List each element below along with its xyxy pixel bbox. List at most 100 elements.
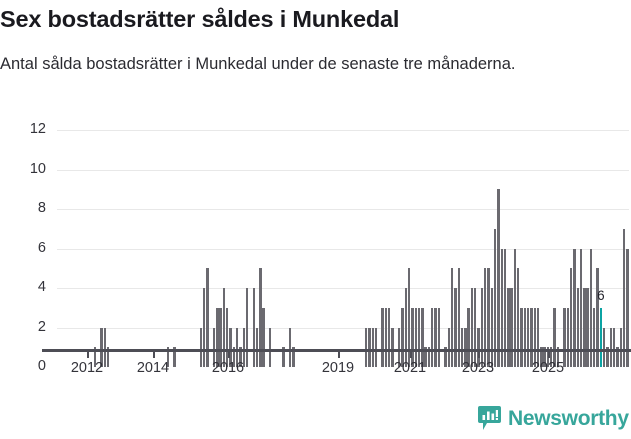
bar[interactable] bbox=[226, 307, 229, 367]
bar[interactable] bbox=[252, 288, 255, 367]
bar[interactable] bbox=[464, 327, 467, 367]
bar[interactable] bbox=[421, 307, 424, 367]
bar[interactable] bbox=[457, 268, 460, 367]
bar[interactable] bbox=[487, 268, 490, 367]
bar[interactable] bbox=[202, 288, 206, 367]
bar[interactable] bbox=[398, 327, 401, 367]
bar[interactable] bbox=[431, 307, 434, 367]
bar[interactable] bbox=[242, 327, 245, 367]
bar[interactable] bbox=[262, 307, 265, 367]
bar[interactable] bbox=[513, 248, 517, 367]
bar[interactable] bbox=[414, 307, 417, 367]
bar[interactable] bbox=[500, 248, 503, 367]
bar[interactable] bbox=[374, 327, 378, 367]
bar[interactable] bbox=[553, 307, 556, 367]
bar[interactable] bbox=[593, 307, 596, 367]
bar[interactable] bbox=[563, 307, 566, 367]
bar[interactable] bbox=[612, 327, 616, 367]
bar[interactable] bbox=[417, 307, 421, 367]
bar[interactable] bbox=[107, 347, 110, 367]
bar[interactable] bbox=[530, 307, 533, 367]
bar[interactable] bbox=[536, 307, 540, 367]
bar[interactable] bbox=[517, 268, 520, 367]
bar[interactable] bbox=[245, 288, 249, 367]
newsworthy-logo[interactable]: Newsworthy bbox=[478, 406, 629, 431]
bar[interactable] bbox=[404, 288, 407, 367]
bar[interactable] bbox=[219, 307, 222, 367]
bar[interactable] bbox=[93, 347, 97, 367]
bar[interactable] bbox=[576, 288, 579, 367]
bar[interactable] bbox=[444, 347, 447, 367]
bar[interactable] bbox=[622, 228, 626, 367]
bar[interactable] bbox=[288, 327, 292, 367]
bar[interactable] bbox=[407, 268, 411, 367]
bar[interactable] bbox=[229, 327, 232, 367]
bar[interactable] bbox=[100, 327, 103, 367]
bar[interactable] bbox=[510, 288, 513, 367]
bar[interactable] bbox=[206, 268, 209, 367]
bar[interactable] bbox=[232, 347, 236, 367]
bar[interactable] bbox=[566, 307, 570, 367]
bar[interactable] bbox=[427, 347, 431, 367]
bar[interactable] bbox=[619, 327, 622, 367]
bar[interactable] bbox=[166, 347, 169, 367]
bar[interactable] bbox=[434, 307, 437, 367]
bar[interactable] bbox=[255, 327, 259, 367]
bar[interactable] bbox=[424, 347, 427, 367]
bar[interactable] bbox=[470, 288, 474, 367]
bar[interactable] bbox=[540, 347, 543, 367]
bar[interactable] bbox=[437, 307, 441, 367]
bar[interactable] bbox=[520, 307, 523, 367]
bar[interactable] bbox=[616, 347, 619, 367]
bar[interactable] bbox=[603, 327, 606, 367]
bar[interactable] bbox=[477, 327, 480, 367]
bar[interactable] bbox=[371, 327, 374, 367]
bar[interactable] bbox=[212, 327, 216, 367]
bar[interactable] bbox=[533, 307, 536, 367]
bar[interactable] bbox=[216, 307, 219, 367]
bar[interactable] bbox=[292, 347, 295, 367]
bar[interactable] bbox=[503, 248, 507, 367]
bar[interactable] bbox=[364, 327, 368, 367]
bar[interactable] bbox=[447, 327, 450, 367]
bar[interactable] bbox=[401, 307, 404, 367]
bar[interactable] bbox=[388, 307, 391, 367]
bar[interactable] bbox=[483, 268, 487, 367]
bar[interactable] bbox=[507, 288, 510, 367]
bar[interactable] bbox=[236, 327, 239, 367]
bar[interactable] bbox=[467, 307, 470, 367]
bar[interactable] bbox=[543, 347, 546, 367]
bar[interactable] bbox=[103, 327, 107, 367]
bar[interactable] bbox=[523, 307, 527, 367]
bar[interactable] bbox=[583, 288, 586, 367]
bar[interactable] bbox=[222, 288, 226, 367]
bar[interactable] bbox=[269, 327, 272, 367]
bar[interactable] bbox=[411, 307, 414, 367]
bar[interactable] bbox=[199, 327, 202, 367]
bar[interactable] bbox=[589, 248, 593, 367]
bar[interactable] bbox=[474, 288, 477, 367]
bar[interactable] bbox=[368, 327, 371, 367]
bar[interactable] bbox=[569, 268, 573, 367]
bar[interactable] bbox=[282, 347, 285, 367]
bar[interactable] bbox=[384, 307, 388, 367]
bar[interactable] bbox=[381, 307, 384, 367]
bar[interactable] bbox=[596, 268, 599, 367]
bar[interactable] bbox=[239, 347, 242, 367]
bar[interactable] bbox=[606, 347, 609, 367]
bar[interactable] bbox=[173, 347, 176, 367]
bar[interactable] bbox=[579, 248, 583, 367]
bar[interactable] bbox=[480, 288, 484, 367]
bar[interactable] bbox=[599, 307, 603, 367]
bar[interactable] bbox=[556, 347, 560, 367]
bar[interactable] bbox=[490, 288, 493, 367]
bar[interactable] bbox=[526, 307, 530, 367]
bar[interactable] bbox=[586, 288, 589, 367]
bar[interactable] bbox=[550, 347, 553, 367]
bar[interactable] bbox=[497, 189, 500, 367]
bar[interactable] bbox=[460, 327, 464, 367]
bar[interactable] bbox=[454, 288, 457, 367]
bar[interactable] bbox=[609, 327, 612, 367]
bar[interactable] bbox=[626, 248, 629, 367]
bar[interactable] bbox=[259, 268, 262, 367]
